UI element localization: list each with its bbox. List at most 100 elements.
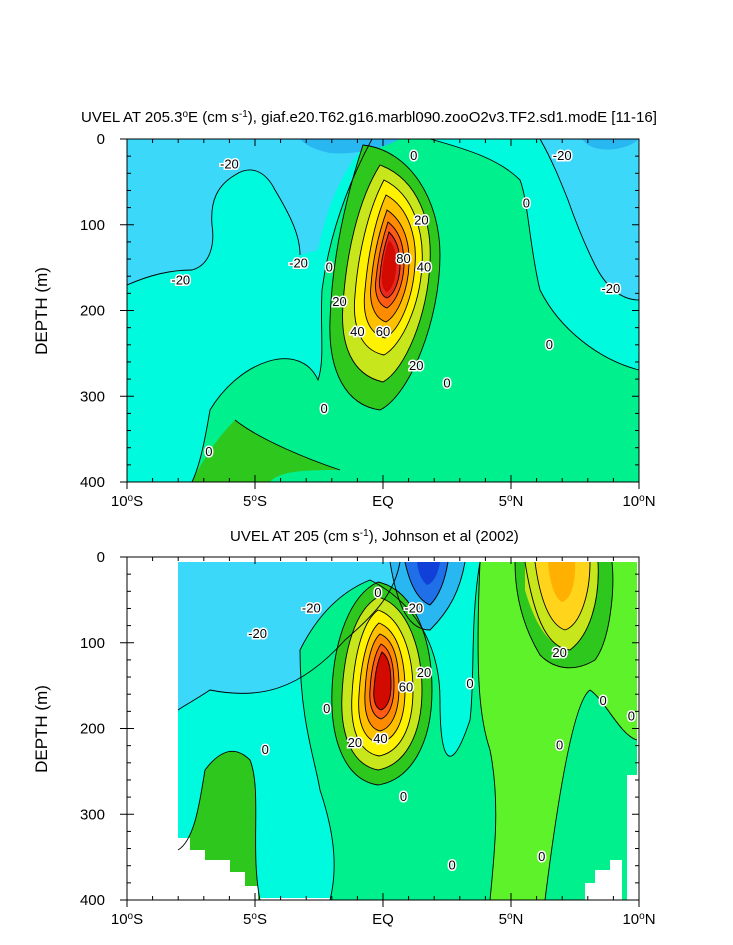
panel2-contour-label: 0 [466, 676, 473, 691]
panel2-contour-50 [364, 633, 400, 732]
panel2-contour-60 [369, 643, 395, 720]
panel2-contour-20 [341, 596, 423, 771]
panel1-contour-label: 0 [410, 148, 417, 163]
panel2-xtick-label: 5oN [499, 911, 524, 929]
panel2-xtick-label: EQ [372, 911, 394, 928]
panel1-contour-label: 0 [326, 260, 333, 275]
panel2-contour-label: 0 [323, 701, 330, 716]
panel2-xtick-label: 10oN [622, 911, 655, 929]
panel1-xtick-label: EQ [372, 493, 394, 510]
panel1-ytick-label: 300 [80, 388, 105, 405]
panel1-contour-70 [378, 231, 401, 299]
panel2-contour-zero-center [299, 561, 481, 757]
panel2-contour-zero-west [299, 649, 335, 901]
panel2-xtick-label: 5oS [243, 911, 267, 929]
panel1-ylabel: DEPTH (m) [32, 267, 51, 355]
panel1-contour-label: 40 [350, 324, 364, 339]
panel1-contour-label: 40 [417, 260, 431, 275]
panel2-contour-label: 20 [417, 665, 431, 680]
panel1-fill [127, 139, 639, 482]
panel1-contour-label: -20 [220, 157, 239, 172]
panel1-xtick-label: 10oN [622, 493, 655, 511]
panel2-contour-minus40 [389, 561, 466, 631]
panel2-contour-label: 0 [400, 789, 407, 804]
panel2-contour-70 [373, 651, 392, 711]
panel2-ylabel: DEPTH (m) [32, 685, 51, 773]
panel2-contour-label: 40 [373, 731, 387, 746]
panel1-contour-40 [363, 194, 416, 339]
panel2-jet-40 [548, 562, 576, 602]
panel1-contour-zero-north [429, 138, 640, 371]
panel1-positive-south-deep [192, 420, 340, 482]
panel1-contour-label: 60 [376, 324, 390, 339]
panel1-contour-50 [370, 209, 410, 323]
panel2-contour-label: -20 [302, 600, 321, 615]
panel1-contour-labels: -20 -20 -20 -20 -20 0 0 0 0 0 0 0 20 20 20 40 40 60 80 [170, 147, 622, 461]
panel1-contour-zero-deep [234, 419, 341, 471]
panel2-xtick-label: 10oS [111, 911, 143, 929]
panel2-minus80 [417, 562, 440, 585]
panel1-ytick-label: 400 [80, 474, 105, 491]
panel2-ytick-label: 400 [80, 892, 105, 909]
panel-observed: UVEL AT 205 (cm s-1), Johnson et al (200… [32, 528, 656, 929]
panel1-contour-label: 20 [414, 212, 428, 227]
panel2-ytick-label: 0 [97, 549, 105, 566]
panel1-core-max [381, 240, 397, 292]
panel2-contour-label: 0 [628, 708, 635, 723]
panel1-contour-60 [375, 221, 405, 309]
panel1-contour-label: 20 [409, 358, 423, 373]
panel1-contour-label: -20 [553, 148, 572, 163]
panel1-contour-zero-south [191, 138, 373, 483]
panel2-missing-north [585, 860, 622, 900]
panel2-contour-label: 0 [556, 738, 563, 753]
panel2-missing-edge [627, 775, 637, 900]
panel2-ytick-label: 100 [80, 635, 105, 652]
panel1-contour-label: 80 [396, 251, 410, 266]
panel2-contour-label: 20 [552, 645, 566, 660]
panel1-xtick-label: 5oN [499, 493, 524, 511]
panel1-contour-minus20-south [126, 169, 301, 286]
panel2-contour-label: -20 [248, 626, 267, 641]
panel1-contour-label: 0 [321, 401, 328, 416]
panel2-contour-jet-20 [524, 561, 599, 651]
panel1-contour-label: 20 [332, 294, 346, 309]
panel-model: UVEL AT 205.3oE (cm s-1), giaf.e20.T62.g… [32, 109, 657, 511]
panel2-ytick-label: 300 [80, 806, 105, 823]
panel2-contour-zero-east [477, 561, 497, 901]
panel2-contour-label: 0 [374, 585, 381, 600]
panel2-contour-zero-north [544, 689, 638, 901]
panel1-contour-label: -20 [289, 255, 308, 270]
panel2-title: UVEL AT 205 (cm s-1), Johnson et al (200… [230, 528, 519, 546]
panel1-contour-label: -20 [171, 272, 190, 287]
panel2-contour-label: 0 [449, 858, 456, 873]
panel1-ytick-label: 200 [80, 303, 105, 320]
panel1-contour-label: 0 [546, 337, 553, 352]
panel1-xtick-label: 5oS [243, 493, 267, 511]
panel1-contour-30 [353, 179, 423, 356]
panel2-contour-30 [351, 609, 414, 757]
panel1-contour-label: -20 [601, 281, 620, 296]
panel2-contour-label: -20 [404, 600, 423, 615]
panel1-contour-20 [342, 164, 431, 383]
panel2-contour-jet-30 [534, 561, 591, 631]
panel1-contour-label: 0 [205, 444, 212, 459]
panel2-fill [178, 562, 637, 900]
panel1-contour-minus20-north [539, 138, 640, 301]
panel1-minus20-north [540, 139, 639, 300]
panel2-contour-lines [177, 561, 638, 901]
panel2-contour-zero-south [177, 750, 261, 901]
panel1-minus20-south [127, 139, 370, 285]
panel1-contour-10 [329, 144, 441, 411]
panel2-contour-10 [331, 581, 433, 786]
panel2-contour-labels: -20 -20 -20 0 0 0 0 0 0 0 0 0 0 20 20 20 40 60 [247, 584, 637, 875]
panel2-contour-label: 0 [262, 742, 269, 757]
panel2-contour-label: 0 [538, 849, 545, 864]
panel2-contour-label: 0 [600, 693, 607, 708]
panel2-missing-south [178, 838, 258, 900]
panel1-contour-label: 0 [443, 375, 450, 390]
panel2-ytick-label: 200 [80, 721, 105, 738]
panel2-contour-40 [358, 622, 406, 744]
